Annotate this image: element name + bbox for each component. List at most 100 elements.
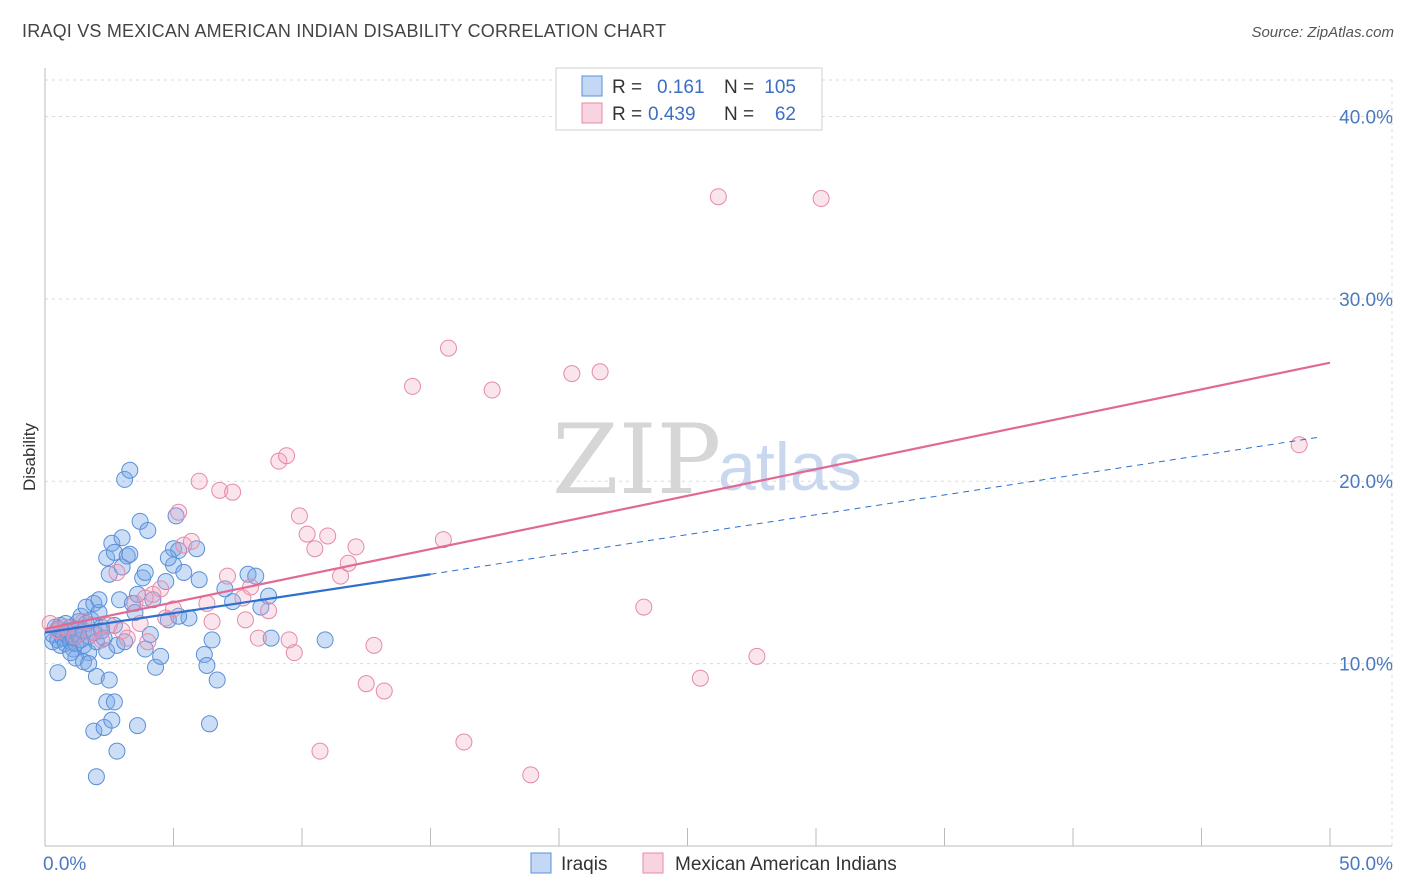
point-pink-26 xyxy=(224,483,242,501)
point-blue-73 xyxy=(203,631,221,649)
point-blue-59 xyxy=(147,658,165,676)
y-tick-label-0: 10.0% xyxy=(1339,655,1393,676)
series-legend-swatch-iraqis xyxy=(530,852,552,874)
point-pink-52 xyxy=(691,669,709,687)
point-pink-54 xyxy=(748,647,766,665)
point-pink-25 xyxy=(218,567,236,585)
point-pink-57 xyxy=(236,611,254,629)
series-legend-label-mexican-american-indians: Mexican American Indians xyxy=(675,854,897,875)
point-blue-82 xyxy=(316,631,334,649)
watermark-atlas: atlas xyxy=(718,429,862,505)
point-blue-72 xyxy=(198,656,216,674)
point-pink-58 xyxy=(311,742,329,760)
point-pink-32 xyxy=(278,447,296,465)
x-tick-label-0: 0.0% xyxy=(43,854,86,875)
point-blue-96 xyxy=(116,470,134,488)
point-blue-102 xyxy=(80,655,98,673)
point-pink-59 xyxy=(434,531,452,549)
legend-r-value-pink: 0.439 xyxy=(648,104,696,125)
stats-legend: R = 0.161 N = 105 R = 0.439 N = 62 xyxy=(555,67,823,131)
legend-n-value-pink: 62 xyxy=(775,104,796,125)
point-pink-46 xyxy=(455,733,473,751)
point-blue-86 xyxy=(85,722,103,740)
point-blue-55 xyxy=(136,563,154,581)
point-pink-29 xyxy=(249,629,267,647)
point-blue-81 xyxy=(262,629,280,647)
point-blue-74 xyxy=(208,671,226,689)
points-layer xyxy=(41,188,1308,786)
point-pink-55 xyxy=(812,190,830,208)
grid-layer xyxy=(45,79,1393,846)
point-blue-37 xyxy=(98,642,116,660)
point-pink-50 xyxy=(591,363,609,381)
axis-layer xyxy=(44,68,1392,847)
point-blue-87 xyxy=(87,667,105,685)
point-blue-49 xyxy=(121,545,139,563)
point-pink-44 xyxy=(404,377,422,395)
point-pink-30 xyxy=(260,602,278,620)
point-pink-53 xyxy=(709,188,727,206)
point-pink-45 xyxy=(439,339,457,357)
point-pink-43 xyxy=(375,682,393,700)
point-pink-48 xyxy=(522,766,540,784)
legend-n-value-blue: 105 xyxy=(764,77,796,98)
point-blue-92 xyxy=(105,693,123,711)
y-tick-label-2: 30.0% xyxy=(1339,290,1393,311)
point-blue-62 xyxy=(159,611,177,629)
y-axis-label: Disability xyxy=(20,422,39,491)
point-pink-36 xyxy=(306,540,324,558)
point-blue-89 xyxy=(100,671,118,689)
point-pink-61 xyxy=(136,589,154,607)
point-pink-13 xyxy=(139,633,157,651)
point-blue-48 xyxy=(118,547,136,565)
point-pink-8 xyxy=(108,563,126,581)
series-legend: Iraqis Mexican American Indians xyxy=(530,852,897,875)
point-pink-6 xyxy=(93,631,111,649)
point-blue-100 xyxy=(200,715,218,733)
trend-layer xyxy=(44,361,1331,634)
point-blue-80 xyxy=(260,587,278,605)
point-blue-91 xyxy=(103,711,121,729)
point-pink-21 xyxy=(190,472,208,490)
point-blue-93 xyxy=(108,742,126,760)
point-pink-24 xyxy=(211,481,229,499)
point-pink-23 xyxy=(203,613,221,631)
point-blue-67 xyxy=(175,563,193,581)
legend-r-label-pink: R = xyxy=(612,104,642,125)
point-pink-37 xyxy=(319,527,337,545)
legend-r-value-blue: 0.161 xyxy=(657,77,705,98)
legend-swatch-pink xyxy=(581,102,603,124)
point-blue-46 xyxy=(113,529,131,547)
point-blue-97 xyxy=(121,461,139,479)
y-tick-label-3: 40.0% xyxy=(1339,107,1393,128)
point-blue-95 xyxy=(87,768,105,786)
point-pink-41 xyxy=(357,675,375,693)
series-legend-swatch-mexican-american-indians xyxy=(642,852,664,874)
point-blue-78 xyxy=(247,567,265,585)
point-pink-35 xyxy=(298,525,316,543)
point-blue-56 xyxy=(139,521,157,539)
point-pink-33 xyxy=(285,644,303,662)
point-pink-60 xyxy=(280,631,298,649)
point-pink-49 xyxy=(563,365,581,383)
point-blue-70 xyxy=(190,571,208,589)
point-pink-15 xyxy=(152,580,170,598)
point-pink-34 xyxy=(290,507,308,525)
point-blue-71 xyxy=(195,646,213,663)
point-pink-10 xyxy=(118,629,136,647)
point-blue-60 xyxy=(152,647,170,665)
point-pink-47 xyxy=(483,381,501,399)
chart-title: IRAQI VS MEXICAN AMERICAN INDIAN DISABIL… xyxy=(22,21,667,41)
point-pink-39 xyxy=(339,554,357,572)
tick-layer: 10.0% 20.0% 30.0% 40.0% 0.0% 50.0% xyxy=(43,107,1393,875)
legend-swatch-blue xyxy=(581,75,603,97)
x-tick-label-1: 50.0% xyxy=(1339,854,1393,875)
point-pink-20 xyxy=(182,532,200,550)
point-blue-98 xyxy=(159,549,177,567)
point-pink-40 xyxy=(347,538,365,556)
watermark-zip: ZIP xyxy=(552,404,721,516)
trend-line-pink xyxy=(44,361,1331,631)
watermark: ZIP atlas xyxy=(552,404,862,516)
point-blue-94 xyxy=(129,717,147,735)
